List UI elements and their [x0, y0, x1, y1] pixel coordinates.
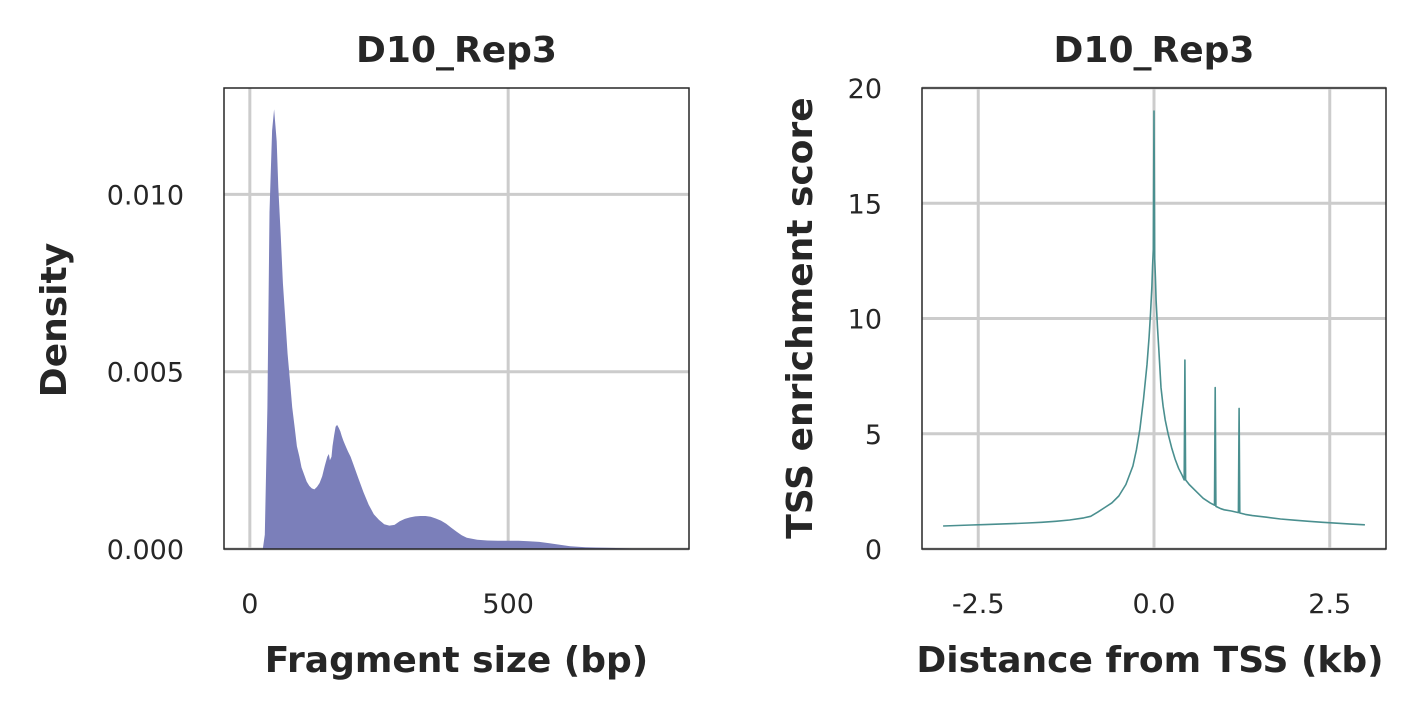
- fragment-size-panel: 0 500 0.000 0.005 0.010 D10_Rep3 Fragment si…: [34, 30, 690, 681]
- fragment-size-tick-labels: 0 500 0.000 0.005 0.010: [107, 180, 534, 620]
- fragment-size-title: D10_Rep3: [356, 30, 557, 71]
- tss-ytick-3: 15: [848, 189, 882, 220]
- fragment-size-plot-frame: [223, 87, 690, 550]
- tss-ytick-4: 20: [848, 74, 882, 105]
- density-ylabel: Density: [34, 243, 75, 397]
- tss-enrichment-title: D10_Rep3: [1054, 30, 1255, 71]
- tss-enrichment-xlabel: Distance from TSS (kb): [916, 640, 1383, 681]
- fragment-size-xlabel: Fragment size (bp): [265, 640, 649, 681]
- fragment-size-xtick-1: 500: [482, 589, 534, 620]
- density-ytick-1: 0.005: [107, 358, 184, 389]
- tss-ytick-2: 10: [848, 305, 882, 336]
- tss-enrichment-ylabel: TSS enrichment score: [780, 97, 821, 538]
- tss-enrichment-line: [943, 110, 1365, 527]
- tss-ytick-0: 0: [865, 535, 882, 566]
- tss-xtick-2: 2.5: [1308, 589, 1351, 620]
- density-ytick-0: 0.000: [107, 535, 184, 566]
- tss-ytick-1: 5: [865, 420, 882, 451]
- tss-enrichment-panel: -2.5 0.0 2.5 0 5 10 15 20 D10_Rep3 Distance fro…: [780, 30, 1387, 681]
- density-ytick-2: 0.010: [107, 180, 184, 211]
- tss-xtick-1: 0.0: [1133, 589, 1176, 620]
- fragment-size-density-area: [262, 109, 664, 550]
- fragment-size-xtick-0: 0: [241, 589, 258, 620]
- tss-xtick-0: -2.5: [952, 589, 1005, 620]
- tss-enrichment-plot-frame: [921, 87, 1387, 550]
- tss-enrichment-tick-labels: -2.5 0.0 2.5 0 5 10 15 20: [848, 74, 1352, 620]
